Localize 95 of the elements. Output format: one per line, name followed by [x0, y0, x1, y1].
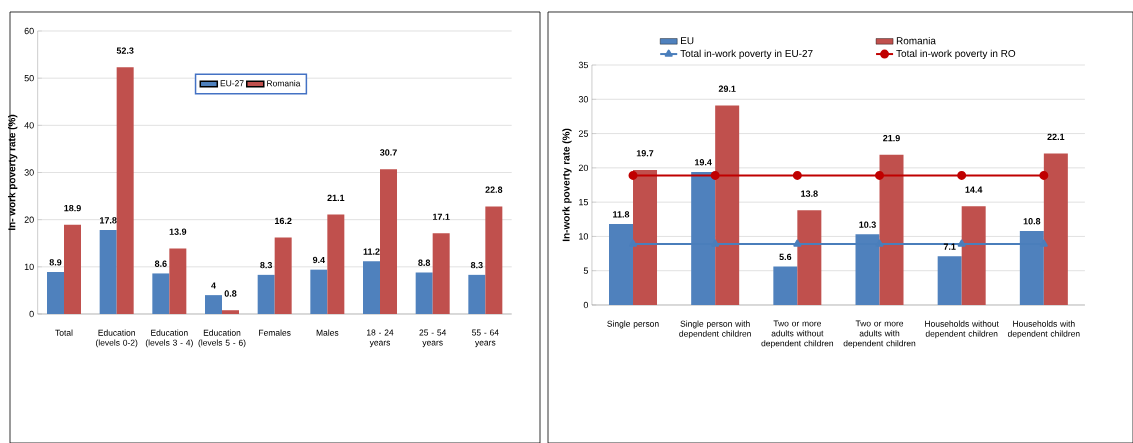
x-tick-label: 18 - 24 years [366, 329, 394, 348]
bar [222, 310, 239, 314]
data-label: 8.9 [49, 259, 62, 266]
bar [257, 274, 275, 314]
y-tick-label: 10 [24, 263, 34, 271]
y-tick-label: 35 [578, 61, 589, 69]
legend-label: Romania [896, 37, 936, 45]
data-label: 10.3 [859, 221, 876, 228]
bar [152, 273, 170, 314]
bar [274, 237, 292, 314]
x-tick-label: 25 - 54 years [419, 329, 447, 348]
data-label: 5.6 [779, 253, 792, 261]
data-label: 8.8 [418, 259, 431, 266]
bar [797, 210, 822, 305]
x-tick-label: Households with dependent children [1007, 320, 1080, 339]
data-label: 10.8 [1023, 218, 1041, 225]
y-tick-label: 0 [583, 301, 589, 309]
data-label: 14.4 [965, 186, 983, 193]
legend-label: EU-27 [220, 80, 244, 87]
x-tick-label: Single person [607, 320, 659, 329]
y-tick-label: 15 [579, 199, 589, 206]
y-tick-label: 20 [578, 164, 589, 172]
bar [327, 214, 345, 314]
bar [99, 230, 117, 314]
y-tick-label: 50 [24, 74, 34, 82]
data-label: 9.4 [312, 256, 326, 264]
x-tick-label: Education (levels 0-2) [96, 329, 138, 348]
x-tick-label: Females [259, 329, 291, 336]
bar [415, 272, 433, 314]
data-label: 11.2 [363, 248, 380, 255]
bar [937, 256, 962, 305]
legend-label: EU [681, 37, 694, 45]
y-tick-label: 10 [579, 233, 589, 240]
x-tick-label: 55 - 64 years [472, 329, 499, 348]
x-tick-label: Two or more adults with dependent children [843, 320, 916, 349]
bar [715, 105, 740, 305]
data-label: 17.8 [100, 217, 117, 224]
bar [432, 233, 450, 314]
data-label: 16.2 [275, 217, 292, 225]
legend-label: Total in-work poverty in EU-27 [680, 49, 813, 59]
data-label: 13.8 [801, 190, 818, 197]
y-tick-label: 0 [29, 310, 34, 318]
data-label: 13.9 [169, 228, 187, 235]
y-axis-title: In- work poverty rate (%) [8, 114, 18, 230]
y-axis-title: In-work poverty rate (%) [562, 128, 572, 242]
x-tick-label: Households without dependent children [925, 320, 999, 339]
data-label: 21.9 [883, 134, 900, 142]
bar [380, 169, 397, 314]
x-tick-label: Education (levels 3 - 4) [145, 329, 193, 348]
x-tick-label: Total [55, 329, 73, 336]
legend-label: Total in-work poverty in RO [896, 49, 1016, 59]
data-label: 21.1 [327, 194, 345, 201]
x-tick-label: Two or more adults without dependent children [761, 320, 834, 349]
data-label: 11.8 [613, 211, 630, 218]
bar [961, 206, 986, 305]
x-tick-label: Education (levels 5 - 6) [198, 329, 246, 348]
bar [116, 67, 134, 314]
data-label: 8.3 [260, 261, 273, 269]
data-label: 17.1 [433, 213, 450, 220]
data-label: 0.8 [224, 290, 237, 297]
y-tick-label: 60 [24, 27, 34, 35]
data-label: 22.8 [485, 186, 503, 193]
y-tick-label: 25 [578, 130, 589, 137]
bar [485, 206, 503, 314]
data-label: 8.3 [470, 261, 483, 269]
bar [773, 266, 798, 305]
y-tick-label: 20 [24, 216, 34, 223]
y-tick-label: 40 [24, 122, 34, 129]
y-tick-label: 30 [578, 96, 589, 103]
legend-label: Romania [267, 80, 301, 87]
data-label: 4 [211, 282, 216, 289]
x-tick-label: Males [316, 329, 339, 336]
bar [468, 274, 486, 314]
data-label: 19.4 [695, 159, 712, 166]
data-label: 52.3 [116, 47, 134, 54]
bar [205, 295, 222, 314]
data-label: 30.7 [379, 149, 397, 156]
data-label: 7.1 [943, 243, 956, 250]
bar [47, 272, 64, 314]
data-label: 29.1 [718, 85, 736, 92]
bar [879, 154, 904, 305]
data-label: 22.1 [1047, 133, 1065, 140]
bar [64, 224, 81, 314]
y-tick-label: 30 [24, 169, 34, 176]
bar [1043, 153, 1068, 305]
bar [169, 248, 187, 314]
y-tick-label: 5 [583, 267, 589, 274]
x-tick-label: Single person with dependent children [679, 320, 751, 339]
bar [609, 224, 634, 305]
data-label: 19.7 [636, 150, 654, 157]
bar [310, 269, 328, 314]
bar [633, 169, 658, 305]
data-label: 8.6 [154, 260, 167, 267]
data-label: 18.9 [64, 204, 81, 212]
bar [363, 261, 380, 314]
